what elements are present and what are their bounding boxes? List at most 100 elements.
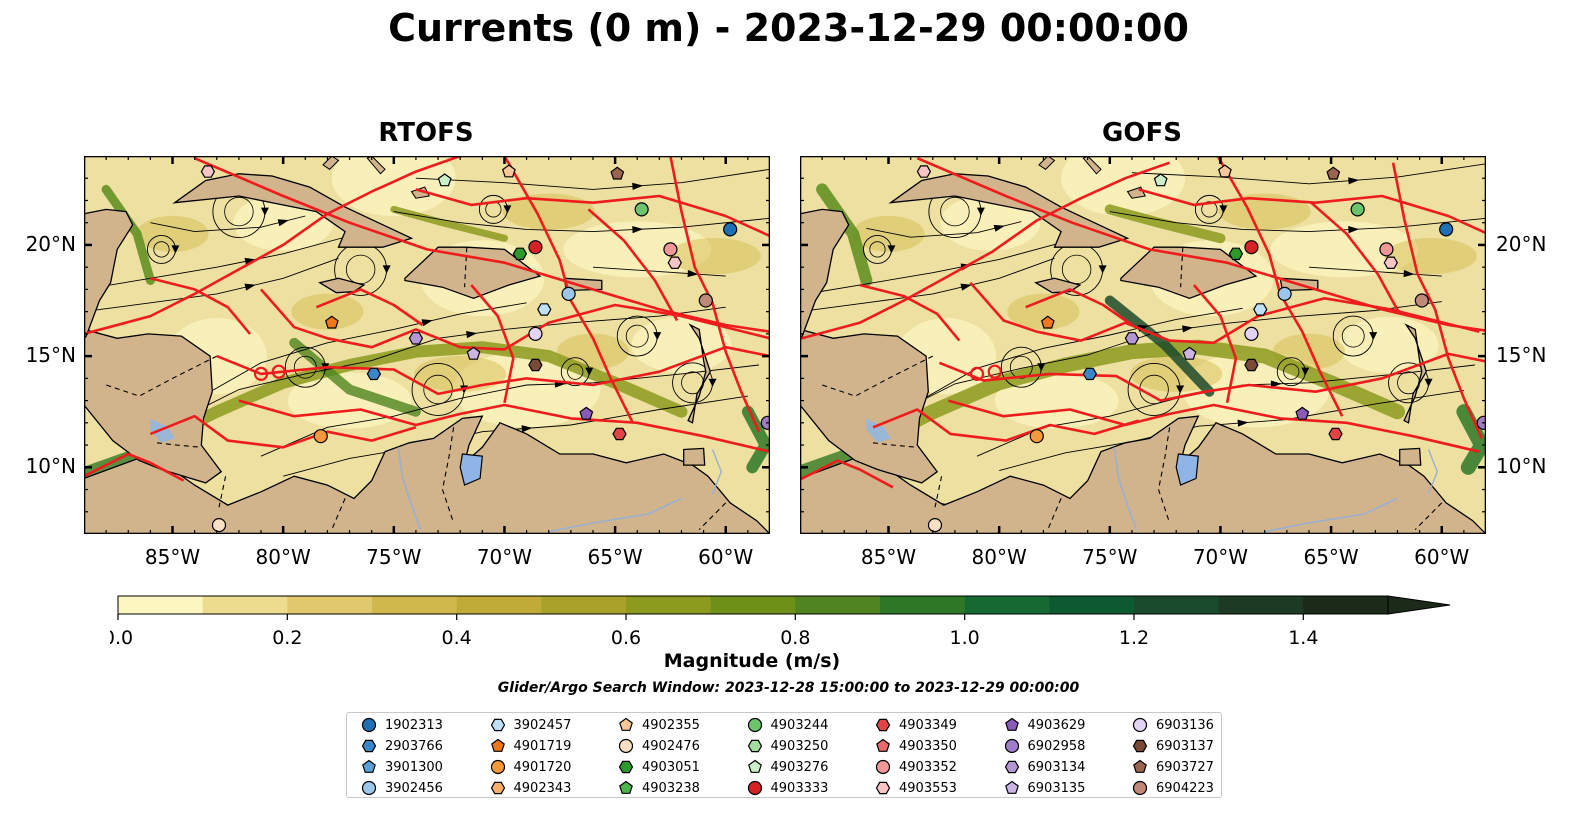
legend-item: 2903766 — [359, 736, 443, 756]
legend-marker-6903136 — [1132, 717, 1148, 733]
country-border — [1047, 498, 1062, 530]
legend-item: 6903135 — [1002, 778, 1086, 798]
legend-label: 6903135 — [1027, 780, 1086, 796]
float-marker-4903352 — [1379, 242, 1394, 257]
lon-tick-label: 70°W — [476, 545, 533, 569]
legend-item: 4903349 — [873, 715, 957, 735]
float-marker-3902457 — [1253, 303, 1268, 316]
legend-marker-1902313 — [361, 717, 377, 733]
float-marker-4903244 — [1350, 202, 1365, 217]
legend-item: 4902343 — [488, 778, 571, 798]
country-border — [441, 427, 455, 524]
river — [711, 449, 723, 495]
lon-tick-label: 65°W — [587, 545, 643, 569]
panel-title-gofs: GOFS — [1102, 118, 1182, 148]
colorbar-tick-label: 0.4 — [442, 627, 472, 649]
lake-maracaibo — [459, 453, 483, 486]
current-speed-shading — [800, 156, 1486, 483]
float-marker-3902456 — [1277, 286, 1292, 301]
float-marker-4903051 — [512, 247, 528, 261]
legend-item: 4902476 — [616, 736, 700, 756]
legend-marker-4903553 — [875, 781, 891, 795]
legend-marker-4903276 — [747, 759, 762, 773]
float-marker-1902313 — [723, 222, 738, 237]
legend-label: 6903137 — [1156, 738, 1214, 754]
legend-item: 6903136 — [1130, 715, 1214, 735]
legend-item: 4903333 — [745, 778, 828, 798]
country-border — [1180, 247, 1184, 288]
country-border — [156, 442, 202, 448]
colorbar-segment — [710, 596, 796, 614]
legend-marker-6903134 — [1004, 760, 1019, 774]
legend-item: 1902313 — [359, 715, 443, 735]
lake-nicaragua — [150, 418, 175, 443]
circle-marker-icon — [1132, 717, 1148, 733]
colorbar-tick-label: 1.4 — [1288, 627, 1318, 649]
legend-marker-4903352 — [875, 759, 891, 775]
pentagon-marker-icon — [1004, 717, 1019, 731]
legend-label: 4902476 — [642, 738, 700, 754]
country-border — [1157, 427, 1171, 524]
river — [1264, 497, 1398, 533]
float-marker-4903352 — [663, 242, 678, 257]
colorbar: 0.0 0.2 0.4 0.6 0.8 1.0 1.2 1.4 — [110, 595, 1451, 649]
circle-marker-icon — [747, 780, 762, 796]
legend-item: 4901720 — [488, 757, 571, 777]
legend-marker-4903350 — [876, 738, 890, 752]
legend-item: 4901719 — [488, 736, 571, 756]
float-marker-4903553 — [1383, 256, 1398, 269]
float-marker-1902313 — [1439, 222, 1454, 237]
float-marker-6904223 — [1414, 293, 1429, 308]
colorbar-segment — [626, 596, 712, 614]
lat-tick-label-left: 15°N — [25, 343, 76, 368]
legend-marker-4901720 — [490, 759, 505, 775]
lat-tick-label-right: 10°N — [1496, 454, 1547, 479]
legend-item: 4903238 — [616, 778, 700, 798]
lake-maracaibo — [1175, 453, 1199, 486]
legend-marker-6903135 — [1004, 780, 1019, 794]
float-marker-6903727 — [1326, 166, 1341, 180]
float-marker-6902958 — [1476, 415, 1486, 430]
country-border — [698, 502, 727, 530]
colorbar-extend-arrow — [1387, 595, 1451, 615]
float-marker-2903766 — [1082, 367, 1098, 381]
colorbar-tick-label: 0.2 — [272, 627, 302, 649]
float-markers — [916, 164, 1486, 533]
pentagon-marker-icon — [619, 717, 633, 731]
legend-label: 4903349 — [899, 717, 957, 733]
legend-label: 3902456 — [385, 780, 443, 796]
float-marker-4901719 — [324, 315, 339, 329]
float-marker-6903727 — [610, 166, 625, 180]
circle-marker-icon — [1132, 780, 1148, 796]
legend-item: 4903629 — [1002, 715, 1085, 735]
float-marker-6904223 — [698, 293, 713, 308]
map-frame — [84, 156, 770, 534]
legend-item: 4902355 — [616, 715, 700, 735]
colorbar-segment — [118, 596, 204, 614]
lon-tick-label: 60°W — [1414, 545, 1470, 569]
circle-marker-icon — [618, 738, 634, 754]
legend-marker-4903238 — [619, 780, 633, 794]
float-marker-4903333 — [1244, 240, 1259, 255]
map-panel-gofs — [800, 156, 1486, 534]
float-marker-4903553 — [916, 165, 932, 178]
legend-item: 4903553 — [873, 778, 957, 798]
float-markers — [200, 164, 770, 533]
legend-marker-4903051 — [618, 760, 634, 774]
float-marker-4902355 — [501, 164, 516, 178]
lon-tick-label: 70°W — [1192, 545, 1249, 569]
hexagon-marker-icon — [875, 781, 891, 795]
pentagon-marker-icon — [747, 759, 762, 773]
legend-label: 4903553 — [899, 780, 957, 796]
lake-nicaragua — [866, 418, 891, 443]
colorbar-segment — [541, 596, 627, 614]
legend-item: 4903250 — [745, 736, 828, 756]
float-marker-4902476 — [211, 518, 227, 533]
float-marker-6903134 — [1124, 332, 1140, 345]
hexagon-marker-icon — [490, 781, 505, 795]
hexagon-marker-icon — [747, 739, 762, 753]
legend-marker-4901719 — [490, 738, 505, 752]
legend-item: 6903134 — [1002, 757, 1085, 777]
float-marker-6903137 — [528, 358, 543, 372]
colorbar-frame — [117, 595, 1389, 615]
